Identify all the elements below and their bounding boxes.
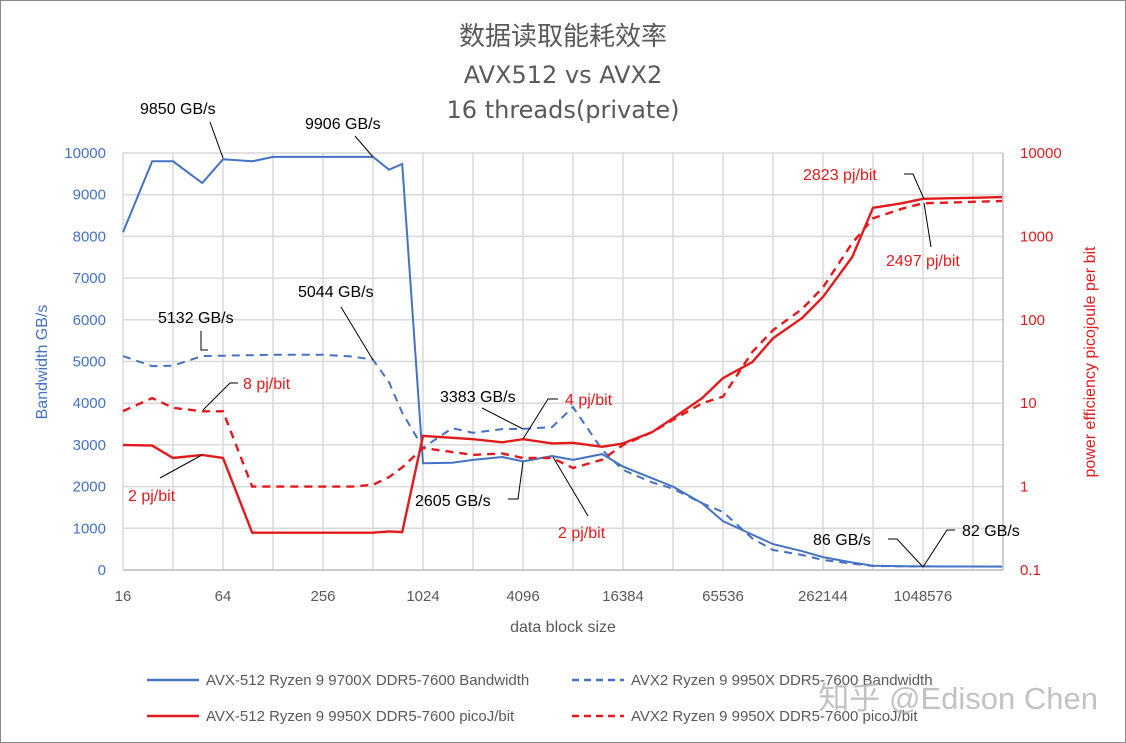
y2-tick-label: 100 bbox=[1020, 312, 1045, 329]
annotation-label: 3383 GB/s bbox=[440, 389, 516, 406]
x-tick-label: 4096 bbox=[506, 588, 539, 605]
legend-label-2: AVX2 Ryzen 9 9950X DDR5-7600 Bandwidth bbox=[631, 672, 933, 689]
annotation-leader-line bbox=[340, 306, 374, 361]
watermark: 知乎 @Edison Chen bbox=[818, 681, 1098, 716]
series-lines bbox=[122, 155, 1003, 568]
y2-tick-label: 10000 bbox=[1020, 145, 1062, 162]
series-line-1 bbox=[122, 155, 1003, 568]
x-tick-label: 16 bbox=[115, 588, 132, 605]
y-axis-label: Bandwidth GB/s bbox=[34, 305, 51, 420]
series-line-2 bbox=[122, 353, 1003, 568]
chart-title-line-2: AVX512 vs AVX2 bbox=[464, 61, 663, 89]
annotation-leader-line bbox=[888, 538, 924, 568]
y2-axis-label: power efficiency picojoule per bit bbox=[1082, 246, 1099, 478]
y2-tick-label: 1000 bbox=[1020, 228, 1053, 245]
annotation-leader-line bbox=[159, 454, 203, 479]
annotation-leader-line bbox=[209, 121, 224, 159]
chart-title-line-1: 数据读取能耗效率 bbox=[459, 22, 667, 52]
annotation-label: 86 GB/s bbox=[813, 532, 871, 549]
chart-title-line-3: 16 threads(private) bbox=[447, 96, 680, 124]
annotation-label: 8 pj/bit bbox=[243, 376, 291, 393]
annotations: 9850 GB/s 9906 GB/s 5132 GB/s 5044 GB/s 8 pj… bbox=[128, 101, 1020, 568]
annotation-label: 2 pj/bit bbox=[128, 488, 176, 505]
annotation-label: 2605 GB/s bbox=[415, 493, 491, 510]
x-tick-label: 65536 bbox=[702, 588, 744, 605]
annotation-leader-line bbox=[552, 456, 589, 517]
annotation-label: 2497 pj/bit bbox=[886, 253, 960, 270]
y-tick-label: 0 bbox=[98, 562, 106, 579]
x-tick-label: 1024 bbox=[406, 588, 439, 605]
annotation-label: 5132 GB/s bbox=[158, 310, 234, 327]
y2-tick-label: 10 bbox=[1020, 395, 1037, 412]
x-tick-label: 256 bbox=[310, 588, 335, 605]
annotation-leader-line bbox=[923, 202, 932, 248]
annotation-label: 4 pj/bit bbox=[565, 392, 613, 409]
y-tick-label: 7000 bbox=[73, 270, 106, 287]
annotation-leader-line bbox=[481, 407, 524, 430]
legend-label-3: AVX-512 Ryzen 9 9950X DDR5-7600 picoJ/bi… bbox=[206, 708, 515, 725]
y-tick-label: 9000 bbox=[73, 187, 106, 204]
y-tick-label: 2000 bbox=[73, 479, 106, 496]
annotation-leader-line bbox=[354, 135, 374, 158]
y-tick-label: 4000 bbox=[73, 395, 106, 412]
annotation-label: 5044 GB/s bbox=[298, 284, 374, 301]
annotation-label: 2823 pj/bit bbox=[803, 167, 877, 184]
annotation-leader-line bbox=[904, 173, 925, 200]
y2-tick-label: 1 bbox=[1020, 479, 1028, 496]
annotation-leader-line bbox=[200, 331, 208, 351]
x-tick-label: 64 bbox=[215, 588, 232, 605]
legend: AVX-512 Ryzen 9 9700X DDR5-7600 Bandwidt… bbox=[147, 672, 933, 725]
x-tick-label: 262144 bbox=[798, 588, 848, 605]
annotation-label: 82 GB/s bbox=[962, 523, 1020, 540]
x-axis-label: data block size bbox=[510, 619, 616, 636]
y-tick-label: 3000 bbox=[73, 437, 106, 454]
legend-label-1: AVX-512 Ryzen 9 9700X DDR5-7600 Bandwidt… bbox=[206, 672, 529, 689]
annotation-leader-line bbox=[922, 529, 955, 568]
y-tick-label: 8000 bbox=[73, 228, 106, 245]
y-tick-label: 10000 bbox=[64, 145, 106, 162]
x-tick-label: 1048576 bbox=[894, 588, 952, 605]
annotation-label: 9850 GB/s bbox=[140, 101, 216, 118]
x-tick-label: 16384 bbox=[602, 588, 644, 605]
legend-label-4: AVX2 Ryzen 9 9950X DDR5-7600 picoJ/bit bbox=[631, 708, 918, 725]
tick-labels: 0100020003000400050006000700080009000100… bbox=[64, 145, 1061, 605]
y-tick-label: 6000 bbox=[73, 312, 106, 329]
annotation-leader-line bbox=[508, 461, 524, 500]
annotation-label: 9906 GB/s bbox=[305, 116, 381, 133]
y2-tick-label: 0.1 bbox=[1020, 562, 1041, 579]
annotation-leader-line bbox=[202, 382, 238, 411]
annotation-leader-line bbox=[522, 398, 558, 440]
y-tick-label: 1000 bbox=[73, 520, 106, 537]
annotation-label: 2 pj/bit bbox=[558, 525, 606, 542]
y-tick-label: 5000 bbox=[73, 354, 106, 371]
series-line-3 bbox=[122, 195, 1003, 534]
